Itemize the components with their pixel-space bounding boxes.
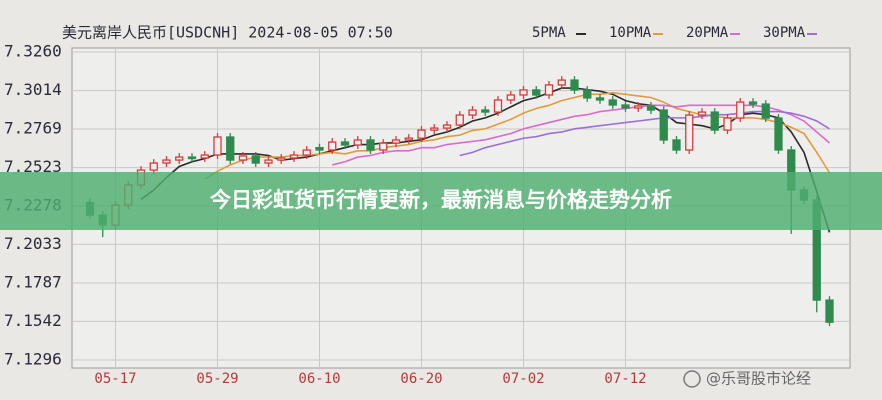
watermark: @乐哥股市论经 (706, 370, 811, 388)
candle-body (391, 139, 401, 144)
labels: 7.32607.30147.27697.25237.22787.20337.17… (4, 25, 817, 387)
candle-body (455, 114, 464, 126)
y-tick-label: 7.1542 (4, 311, 62, 330)
candle-body (162, 159, 171, 164)
candle-body (825, 299, 834, 323)
candle-body (404, 137, 413, 141)
candle-body (710, 111, 719, 131)
x-tick-label: 05-29 (196, 371, 238, 387)
candle-body (481, 109, 490, 113)
candle-body (672, 139, 681, 151)
y-tick-label: 7.1296 (4, 350, 62, 369)
y-tick-label: 7.3260 (4, 42, 62, 61)
candle-body (532, 89, 541, 96)
y-tick-label: 7.2033 (4, 234, 62, 253)
candle-body (379, 142, 388, 151)
candle-body (595, 97, 605, 101)
legend-label: 10PMA (609, 25, 652, 41)
candle-body (685, 114, 694, 151)
x-tick-label: 06-10 (298, 371, 340, 387)
candle-body (430, 127, 439, 131)
x-tick-label: 06-20 (400, 371, 442, 387)
candle-body (200, 154, 209, 159)
candle-body (608, 99, 617, 106)
candle-body (277, 157, 286, 161)
candle-body (748, 101, 758, 105)
candle-body (264, 159, 273, 164)
candle-body (774, 117, 783, 151)
candle-body (544, 84, 554, 96)
candle-body (697, 111, 707, 116)
candle-body (621, 104, 630, 109)
y-tick-label: 7.1787 (4, 273, 62, 292)
candle-body (366, 139, 375, 151)
candle-body (251, 155, 260, 164)
candle-body (723, 117, 732, 131)
banner-text: 今日彩虹货币行情更新，最新消息与价格走势分析 (210, 188, 672, 212)
candle-body (442, 124, 452, 129)
candle-body (519, 89, 528, 96)
candle-body (646, 105, 656, 111)
x-tick-label: 07-02 (502, 371, 544, 387)
candle-body (328, 141, 337, 151)
candle-body (226, 136, 235, 161)
x-tick-label: 05-17 (94, 371, 136, 387)
candle-body (238, 155, 248, 161)
candle-body (557, 79, 566, 86)
ma-line (332, 104, 831, 166)
legend-label: 5PMA (532, 25, 566, 41)
candle-body (493, 99, 503, 113)
y-tick-label: 7.2523 (4, 157, 62, 176)
chart-title: 美元离岸人民币[USDCNH] 2024-08-05 07:50 (62, 24, 393, 42)
candle-body (736, 101, 745, 119)
candle-body (175, 156, 184, 161)
candle-body (213, 136, 222, 156)
candle-body (353, 139, 362, 146)
candle-body (149, 162, 158, 171)
legend-label: 30PMA (763, 25, 806, 41)
candle-body (659, 109, 668, 141)
candle-body (583, 89, 592, 99)
candle-body (315, 147, 324, 151)
candle-body (417, 129, 426, 139)
y-tick-label: 7.3014 (4, 80, 62, 99)
watermark-icon (683, 370, 701, 388)
banner-band (0, 172, 882, 230)
candle-body (289, 154, 299, 159)
candle-body (634, 105, 643, 109)
candle-body (570, 79, 579, 91)
y-tick-label: 7.2769 (4, 119, 62, 138)
x-tick-label: 07-12 (604, 371, 646, 387)
candle-body (506, 94, 515, 101)
legend-label: 20PMA (686, 25, 729, 41)
candle-body (761, 103, 770, 119)
candle-body (340, 141, 350, 146)
candle-body (468, 109, 477, 116)
candle-body (302, 149, 311, 156)
candle-body (187, 156, 197, 160)
